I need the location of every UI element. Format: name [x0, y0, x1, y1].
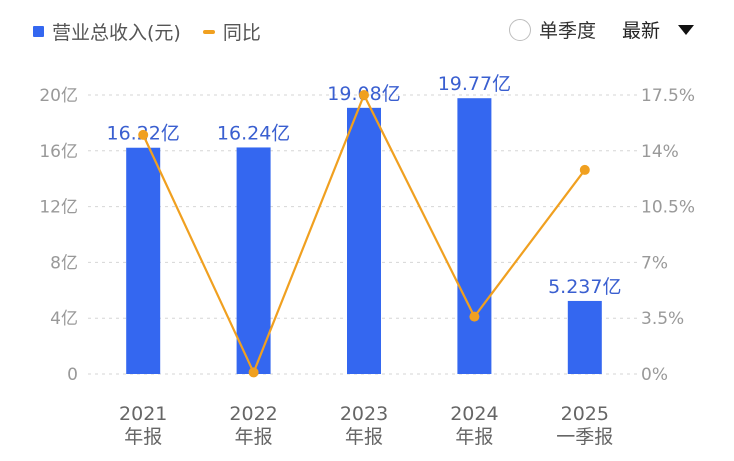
- y-left-tick-label: 0: [67, 365, 78, 385]
- legend-revenue-label: 营业总收入(元): [52, 22, 181, 44]
- revenue-bar: [457, 98, 492, 375]
- y-right-tick-label: 17.5%: [641, 86, 695, 106]
- chart-controls: 单季度 最新: [508, 16, 694, 43]
- yoy-point: [359, 90, 369, 100]
- y-left-tick-label: 8亿: [50, 253, 78, 273]
- y-right-tick-label: 14%: [641, 142, 679, 162]
- legend-bar-swatch: [33, 26, 44, 37]
- yoy-point: [138, 129, 149, 140]
- period-dropdown[interactable]: 最新: [622, 16, 694, 43]
- x-tick-label-year: 2025: [561, 403, 609, 425]
- x-tick-label-period: 年报: [455, 426, 493, 448]
- y-left-tick-label: 4亿: [50, 309, 78, 329]
- period-dropdown-label: 最新: [621, 20, 660, 42]
- x-tick-label-period: 年报: [124, 426, 162, 448]
- legend-yoy-label: 同比: [222, 22, 261, 44]
- single-quarter-label[interactable]: 单季度: [538, 20, 596, 42]
- legend-line-swatch: [202, 29, 215, 34]
- chart-header: 营业总收入(元) 同比 单季度 最新: [0, 0, 734, 60]
- y-right-tick-label: 7%: [641, 253, 668, 273]
- y-right-tick-label: 0%: [641, 365, 668, 385]
- revenue-bar: [567, 300, 602, 374]
- legend-item-yoy[interactable]: 同比: [202, 18, 261, 45]
- yoy-point: [579, 164, 590, 175]
- yoy-point: [248, 367, 259, 378]
- legend: 营业总收入(元) 同比: [33, 18, 283, 45]
- revenue-bar: [126, 147, 161, 374]
- revenue-data-label: 5.237亿: [548, 276, 621, 298]
- y-left-tick-label: 12亿: [39, 198, 78, 218]
- yoy-point: [469, 311, 480, 322]
- x-tick-label-year: 2024: [450, 403, 498, 425]
- revenue-data-label: 19.77亿: [438, 73, 511, 95]
- x-tick-label-year: 2021: [119, 403, 167, 425]
- caret-down-icon: [678, 24, 694, 35]
- y-right-tick-label: 3.5%: [641, 309, 684, 329]
- revenue-bar: [347, 107, 381, 375]
- single-quarter-radio[interactable]: [508, 18, 531, 41]
- y-left-tick-label: 20亿: [39, 86, 78, 106]
- legend-item-revenue[interactable]: 营业总收入(元): [33, 18, 181, 45]
- y-left-tick-label: 16亿: [39, 142, 78, 162]
- y-right-tick-label: 10.5%: [641, 198, 695, 218]
- x-tick-label-period: 年报: [345, 426, 383, 448]
- x-tick-label-year: 2023: [340, 403, 388, 425]
- revenue-bar: [236, 147, 271, 374]
- x-tick-label-period: 年报: [235, 426, 273, 448]
- revenue-data-label: 16.24亿: [217, 122, 290, 144]
- x-tick-label-period: 一季报: [556, 426, 613, 448]
- x-tick-label-year: 2022: [229, 403, 277, 425]
